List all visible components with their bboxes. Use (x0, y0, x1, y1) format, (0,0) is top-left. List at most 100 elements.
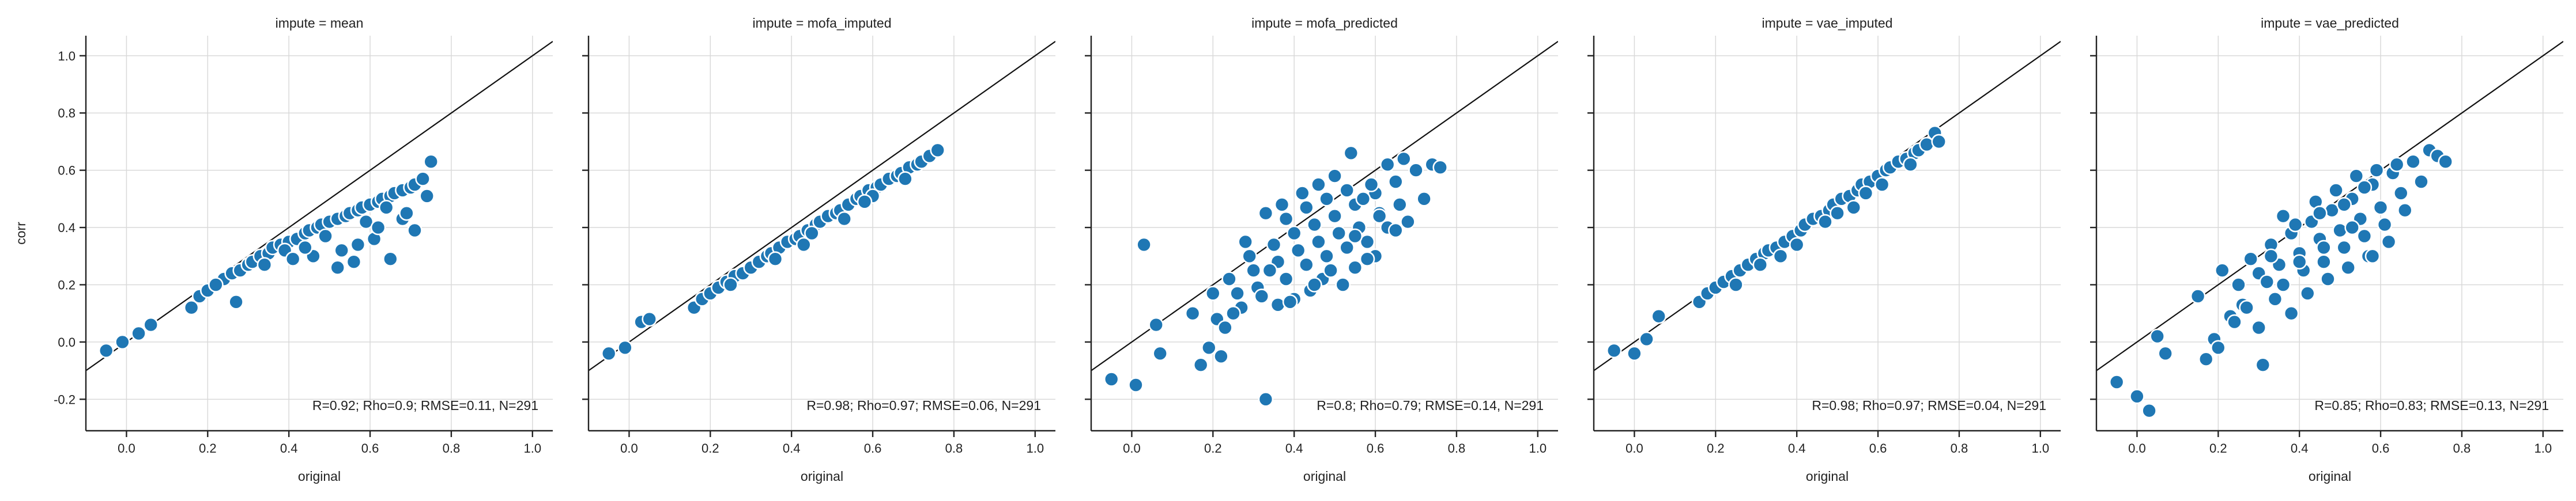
x-tick-label: 0.2 (1707, 441, 1725, 456)
y-tick-label: -0.2 (54, 392, 76, 407)
data-point (1327, 208, 1342, 224)
panel-title: impute = mofa_imputed (753, 16, 892, 31)
data-point (1331, 225, 1347, 241)
x-tick-label: 0.6 (864, 441, 882, 456)
x-tick-label: 0.0 (1625, 441, 1643, 456)
data-point (2368, 162, 2385, 178)
data-point (1229, 286, 1245, 301)
data-point (1752, 257, 1768, 273)
data-point (297, 240, 313, 256)
identity-line (589, 41, 1055, 371)
data-point (2198, 351, 2214, 367)
x-tick-label: 1.0 (2534, 441, 2552, 456)
data-point (2287, 217, 2303, 233)
data-point (1817, 214, 1833, 230)
x-tick-label: 0.6 (361, 441, 379, 456)
data-point (143, 317, 159, 333)
data-point (407, 222, 423, 238)
data-point (346, 254, 362, 270)
data-point (2267, 291, 2283, 307)
data-point (1136, 237, 1152, 253)
data-point (1772, 248, 1789, 264)
y-tick-label: 0.0 (58, 335, 76, 350)
data-point (399, 205, 414, 221)
data-point (1627, 346, 1642, 362)
data-point (1278, 211, 1294, 227)
data-point (1282, 294, 1298, 310)
x-tick-label: 0.2 (701, 441, 719, 456)
data-point (2275, 208, 2291, 224)
data-point (1327, 168, 1342, 184)
data-point (804, 225, 820, 241)
data-point (208, 277, 224, 293)
data-point (2141, 403, 2157, 419)
data-point (1242, 248, 1257, 264)
data-point (1262, 263, 1278, 278)
x-axis-label: original (1303, 469, 1346, 484)
panel-title: impute = vae_imputed (1762, 16, 1893, 31)
x-tick-label: 0.2 (199, 441, 217, 456)
data-point (2300, 286, 2315, 301)
panel-title: impute = mofa_predicted (1251, 16, 1398, 31)
data-point (1311, 234, 1326, 250)
data-point (2149, 328, 2165, 344)
data-point (1359, 234, 1375, 250)
data-point (2231, 277, 2246, 293)
x-axis-label: original (1806, 469, 1849, 484)
stats-annotation: R=0.85; Rho=0.83; RMSE=0.13, N=291 (2314, 398, 2549, 413)
data-point (1266, 237, 1282, 253)
x-tick-label: 0.0 (1123, 441, 1141, 456)
data-point (2283, 305, 2299, 321)
data-point (1728, 277, 1744, 293)
data-point (1290, 242, 1306, 259)
data-point (257, 257, 273, 273)
x-tick-label: 1.0 (523, 441, 541, 456)
data-point (897, 171, 913, 187)
data-point (330, 260, 346, 276)
data-point (415, 171, 431, 187)
data-point (2255, 357, 2271, 373)
data-point (98, 343, 114, 359)
data-point (1388, 222, 1404, 238)
data-point (2215, 263, 2230, 278)
data-point (2251, 320, 2266, 336)
data-point (2438, 154, 2454, 170)
data-point (2356, 228, 2373, 244)
y-axis-label: corr (13, 222, 28, 245)
data-point (1307, 277, 1322, 293)
x-axis-label: original (2309, 469, 2351, 484)
data-point (1931, 134, 1947, 150)
data-point (1323, 263, 1338, 278)
data-point (2397, 202, 2413, 218)
data-point (1152, 346, 1168, 362)
data-point (2243, 251, 2258, 267)
data-point (2227, 314, 2242, 330)
data-point (2377, 217, 2393, 233)
data-point (1408, 162, 1424, 178)
data-point (1274, 196, 1290, 212)
data-point (1246, 263, 1261, 278)
data-point (1258, 391, 1274, 407)
panel-title: impute = vae_predicted (2261, 16, 2399, 31)
data-point (2328, 183, 2344, 198)
data-point (1639, 331, 1654, 347)
x-tick-label: 0.8 (443, 441, 461, 456)
data-point (930, 142, 945, 158)
stats-annotation: R=0.98; Rho=0.97; RMSE=0.04, N=291 (1812, 398, 2046, 413)
data-point (378, 199, 394, 215)
data-point (767, 251, 783, 267)
data-point (285, 251, 301, 267)
data-point (1339, 240, 1355, 256)
y-tick-label: 0.2 (58, 278, 76, 292)
data-point (2393, 185, 2409, 201)
data-point (1307, 217, 1322, 233)
data-point (1295, 185, 1310, 201)
data-point (1311, 177, 1326, 192)
x-tick-label: 0.8 (945, 441, 963, 456)
data-point (2381, 234, 2397, 250)
data-point (419, 188, 435, 204)
data-point (1205, 286, 1221, 301)
data-point (1651, 308, 1666, 324)
data-point (1355, 191, 1371, 207)
data-point (2373, 199, 2389, 215)
